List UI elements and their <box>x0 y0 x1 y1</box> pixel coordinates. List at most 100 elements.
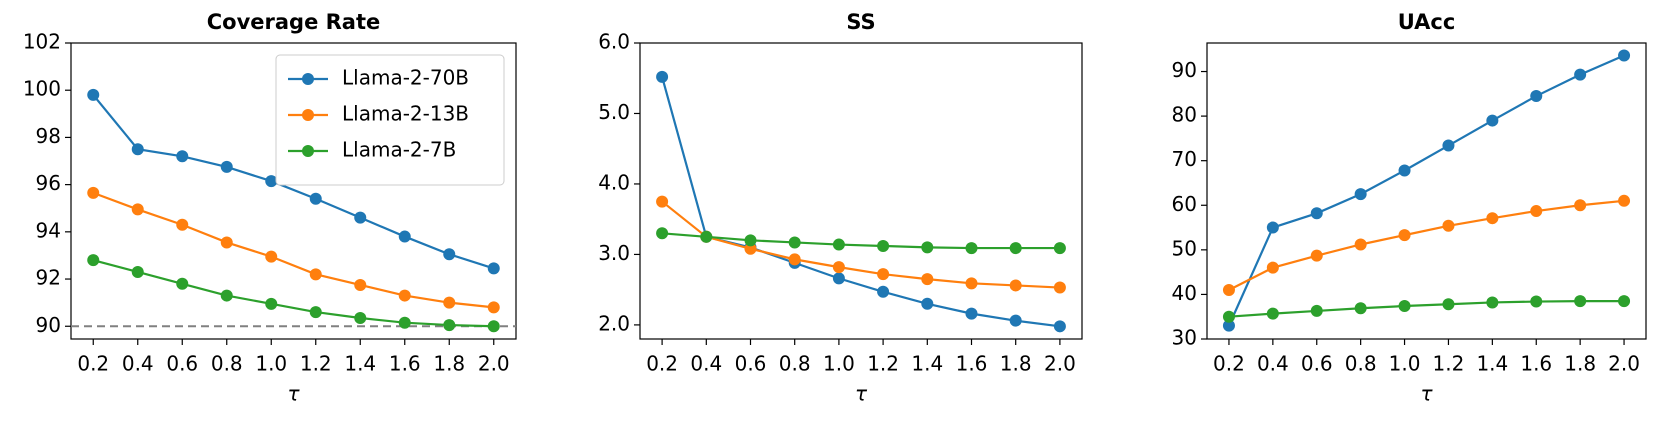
point <box>176 150 189 163</box>
point <box>744 234 757 247</box>
x-tick-label: 2.0 <box>1608 352 1640 376</box>
y-tick-label: 100 <box>23 77 61 101</box>
point <box>265 297 278 310</box>
point <box>176 277 189 290</box>
x-tick-label: 1.2 <box>867 352 899 376</box>
point <box>487 320 500 333</box>
legend-marker <box>302 145 314 157</box>
plot-area <box>70 42 517 340</box>
series-line <box>661 200 1060 289</box>
x-axis-label: τ <box>287 382 300 406</box>
x-tick-label: 0.8 <box>1345 352 1377 376</box>
series-line <box>1228 300 1625 318</box>
x-tick-label: 2.0 <box>478 352 510 376</box>
y-tick-label: 80 <box>1172 103 1197 127</box>
point <box>965 277 978 290</box>
point <box>87 88 100 101</box>
x-tick-label: 1.4 <box>911 352 943 376</box>
point <box>1618 49 1631 62</box>
y-tick-label: 96 <box>36 171 61 195</box>
point <box>1053 242 1066 255</box>
x-axis-label: τ <box>1420 382 1433 406</box>
point <box>1053 281 1066 294</box>
point <box>877 285 890 298</box>
point <box>354 311 367 324</box>
point <box>1222 310 1235 323</box>
point <box>1266 221 1279 234</box>
point <box>788 253 801 266</box>
point <box>220 289 233 302</box>
x-tick-label: 1.8 <box>1564 352 1596 376</box>
series-line <box>92 191 494 309</box>
point <box>1398 229 1411 242</box>
point <box>1486 212 1499 225</box>
x-tick-label: 2.0 <box>1044 352 1076 376</box>
y-tick-label: 90 <box>36 313 61 337</box>
plot-area <box>1206 42 1647 340</box>
point <box>965 307 978 320</box>
point <box>1354 302 1367 315</box>
point <box>1310 249 1323 262</box>
x-tick-label: 1.4 <box>344 352 376 376</box>
point <box>1053 320 1066 333</box>
point <box>1398 300 1411 313</box>
point <box>443 248 456 261</box>
x-tick-label: 1.4 <box>1476 352 1508 376</box>
point <box>398 316 411 329</box>
legend-label: Llama-2-70B <box>342 66 469 90</box>
point <box>398 230 411 243</box>
y-tick-label: 40 <box>1172 281 1197 305</box>
plot-area <box>639 42 1083 340</box>
point <box>832 272 845 285</box>
y-tick-label: 92 <box>36 266 61 290</box>
point <box>1310 207 1323 220</box>
y-tick-label: 98 <box>36 124 61 148</box>
x-tick-label: 1.6 <box>1520 352 1552 376</box>
x-tick-label: 1.0 <box>823 352 855 376</box>
y-tick-label: 70 <box>1172 147 1197 171</box>
point <box>1442 219 1455 232</box>
point <box>1442 139 1455 152</box>
point <box>656 227 669 240</box>
x-tick-label: 0.4 <box>690 352 722 376</box>
point <box>87 186 100 199</box>
point <box>1574 295 1587 308</box>
x-tick-label: 0.2 <box>1213 352 1245 376</box>
x-tick-label: 0.8 <box>211 352 243 376</box>
y-tick-label: 4.0 <box>598 170 630 194</box>
point <box>1009 242 1022 255</box>
x-tick-label: 1.6 <box>956 352 988 376</box>
y-tick-label: 6.0 <box>598 30 630 54</box>
point <box>965 242 978 255</box>
y-tick-label: 30 <box>1172 326 1197 350</box>
legend-label: Llama-2-7B <box>342 138 456 162</box>
x-tick-label: 0.8 <box>779 352 811 376</box>
point <box>87 254 100 267</box>
x-tick-label: 1.0 <box>1389 352 1421 376</box>
point <box>354 278 367 291</box>
point <box>1574 199 1587 212</box>
series-line <box>1228 199 1625 291</box>
point <box>1530 90 1543 103</box>
series-line <box>662 232 1060 250</box>
point <box>656 70 669 83</box>
series-line <box>1227 54 1625 327</box>
legend <box>275 54 505 186</box>
y-tick-label: 5.0 <box>598 100 630 124</box>
point <box>921 297 934 310</box>
point <box>487 301 500 314</box>
point <box>1310 304 1323 317</box>
point <box>1530 295 1543 308</box>
point <box>443 296 456 309</box>
point <box>788 236 801 249</box>
x-tick-label: 1.8 <box>433 352 465 376</box>
y-tick-label: 2.0 <box>598 311 630 335</box>
point <box>744 242 757 255</box>
point <box>131 203 144 216</box>
y-tick-label: 60 <box>1172 192 1197 216</box>
point <box>1486 296 1499 309</box>
point <box>443 319 456 332</box>
point <box>1009 314 1022 327</box>
point <box>1266 261 1279 274</box>
